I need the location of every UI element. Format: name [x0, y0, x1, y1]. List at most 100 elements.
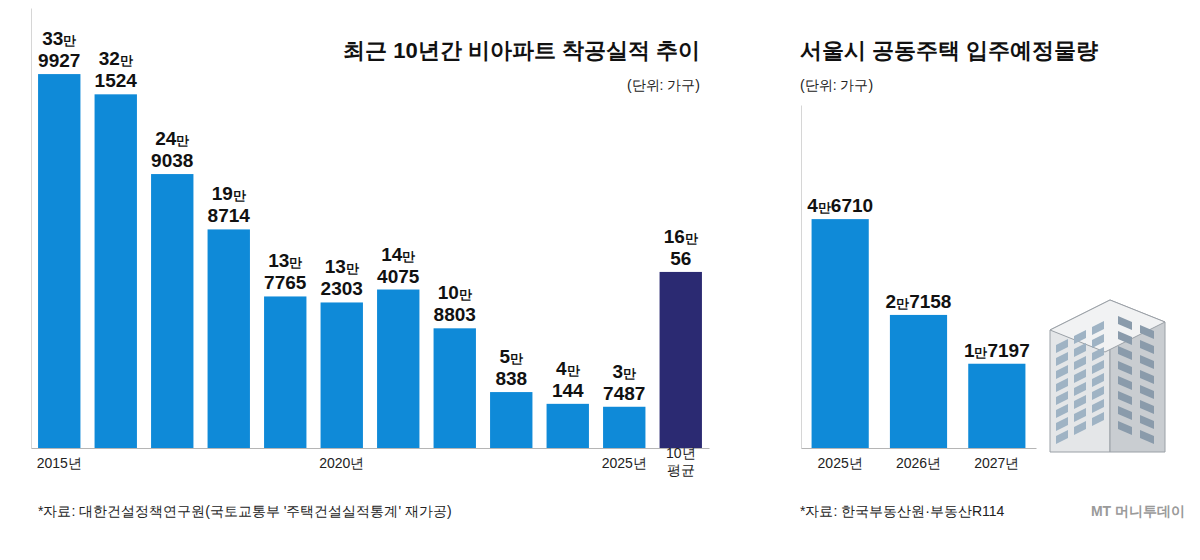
building-window — [1118, 346, 1132, 360]
x-tick-label: 2015년 — [37, 455, 82, 471]
data-label-part: 2 — [886, 291, 897, 312]
data-label-part: 33 — [42, 28, 63, 49]
data-label-part: 7765 — [264, 272, 307, 293]
data-label-part: 만 — [402, 249, 415, 264]
data-label-part: 144 — [552, 380, 584, 401]
data-label-part: 만 — [289, 255, 302, 270]
x-tick-label: 10년평균 — [666, 445, 696, 478]
data-label: 24만9038 — [151, 128, 193, 171]
bar — [264, 296, 306, 448]
building-window — [1056, 378, 1068, 392]
building-window — [1074, 356, 1086, 370]
building-window — [1118, 391, 1132, 405]
data-label: 13만2303 — [321, 256, 363, 299]
data-label-part: 7197 — [987, 340, 1029, 361]
y-axis — [31, 9, 32, 449]
bar — [547, 404, 589, 448]
building-window — [1140, 325, 1154, 339]
data-label: 10만 8803 — [434, 282, 476, 325]
x-tick-label-line: 10년 — [666, 445, 696, 461]
building-window — [1118, 331, 1132, 345]
x-tick: 2015년 — [37, 455, 82, 471]
credit: MT 머니투데이 — [1091, 503, 1185, 519]
source-note: *자료: 한국부동산원·부동산R114 — [800, 503, 1005, 519]
building-window — [1140, 385, 1154, 399]
data-label-part: 7487 — [603, 383, 645, 404]
building-window — [1140, 355, 1154, 369]
data-label: 13만 7765 — [264, 250, 307, 293]
bar — [95, 94, 137, 448]
data-label-part: 10 — [438, 282, 459, 303]
building-window — [1074, 343, 1086, 357]
building-window — [1074, 330, 1086, 344]
data-label-part: 만 — [974, 345, 987, 360]
data-label-part: 3 — [612, 361, 623, 382]
building-window — [1092, 321, 1104, 335]
building-window — [1140, 340, 1154, 354]
data-label-part: 24 — [155, 128, 177, 149]
data-labels: 4만67102만71581만7197 — [807, 195, 1030, 361]
data-label-part: 838 — [495, 368, 527, 389]
data-label-part: 13 — [325, 256, 346, 277]
building-window — [1074, 382, 1086, 396]
bar — [603, 407, 645, 448]
building-window — [1056, 339, 1068, 353]
data-labels: 33만992732만152424만903819만871413만776513만23… — [38, 28, 698, 404]
building-window — [1118, 421, 1132, 435]
data-label: 3만 7487 — [603, 361, 645, 404]
y-axis-line — [801, 106, 802, 449]
building-window — [1140, 430, 1154, 444]
building-window — [1074, 395, 1086, 409]
data-label-part: 만 — [346, 261, 359, 276]
data-label: 14만4075 — [377, 244, 420, 287]
x-tick-label: 2026년 — [896, 455, 941, 471]
data-label-part: 만 — [63, 33, 76, 48]
data-label-part: 4075 — [377, 266, 420, 287]
building-window — [1092, 412, 1104, 426]
data-label-part: 1 — [964, 340, 975, 361]
x-tick: 2026년 — [896, 455, 941, 471]
building-window — [1092, 399, 1104, 413]
bars — [38, 74, 702, 448]
building-window — [1118, 376, 1132, 390]
building-window — [1056, 352, 1068, 366]
bars — [812, 219, 1026, 448]
building-window — [1092, 373, 1104, 387]
building-window — [1056, 404, 1068, 418]
bar — [377, 290, 419, 448]
building-window — [1056, 417, 1068, 431]
x-axis-line — [802, 448, 1037, 449]
data-label: 19만8714 — [208, 183, 251, 226]
building-window — [1140, 400, 1154, 414]
building-window — [1056, 365, 1068, 379]
data-label-part: 9927 — [38, 50, 80, 71]
data-label-part: 만 — [233, 188, 246, 203]
building-window — [1074, 369, 1086, 383]
data-label-part: 1524 — [95, 70, 138, 91]
bar — [434, 328, 476, 448]
data-label: 16만56 — [664, 226, 698, 269]
data-label-part: 만 — [567, 363, 580, 378]
data-label-part: 13 — [268, 250, 289, 271]
data-label-part: 만 — [623, 366, 636, 381]
x-tick-label: 2020년 — [319, 455, 364, 471]
data-label-part: 56 — [670, 248, 691, 269]
data-label-part: 만 — [896, 296, 909, 311]
building-window — [1056, 391, 1068, 405]
data-label-part: 만 — [818, 200, 831, 215]
data-label-part: 9038 — [151, 150, 193, 171]
data-label-part: 만 — [459, 287, 472, 302]
data-label-part: 8803 — [434, 304, 476, 325]
source-note: *자료: 대한건설정책연구원(국토교통부 '주택건설실적통계' 재가공) — [38, 503, 452, 519]
x-tick: 10년평균 — [666, 445, 696, 478]
data-label: 1만7197 — [964, 340, 1030, 361]
data-label-part: 8714 — [208, 205, 251, 226]
bar — [490, 392, 532, 448]
data-label-part: 7158 — [909, 291, 951, 312]
bar — [660, 272, 702, 448]
chart-title: 최근 10년간 비아파트 착공실적 추이 — [343, 38, 700, 63]
data-label-part: 6710 — [831, 195, 873, 216]
bar — [208, 229, 250, 448]
bar — [151, 174, 193, 448]
chart-canvas: 2015년2020년2025년10년평균33만992732만152424만903… — [0, 0, 1200, 560]
